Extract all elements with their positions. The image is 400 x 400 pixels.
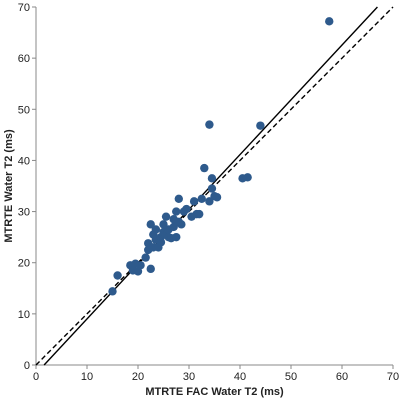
data-point [156,238,166,247]
data-point [189,197,199,206]
data-point [113,271,122,280]
y-tick-label: 50 [18,104,30,116]
data-point [325,17,334,26]
x-tick-label: 30 [183,371,195,383]
y-tick-label: 20 [18,258,30,270]
data-point [108,287,117,296]
plot-area [35,7,393,366]
data-point [182,204,191,214]
x-axis-ticks: 0 10 20 30 40 50 60 70 [33,365,399,383]
data-point [169,222,178,232]
data-point [200,163,209,173]
x-axis-title: MTRTE FAC Water T2 (ms) [145,386,284,398]
y-axis-title: MTRTE Water T2 (ms) [3,129,15,243]
y-tick-label: 60 [18,53,30,65]
data-point [212,193,222,202]
data-point [136,261,145,270]
data-point [141,253,150,262]
data-point [161,212,171,221]
x-tick-label: 60 [336,371,348,383]
data-point [205,197,214,206]
data-point [146,264,155,274]
y-tick-label: 0 [24,360,30,372]
data-point [174,194,183,203]
x-tick-label: 0 [33,371,39,383]
data-point [205,120,214,129]
data-point [172,207,181,216]
y-tick-label: 30 [18,207,30,219]
data-point [195,209,204,219]
y-axis-ticks: 0 10 20 30 40 50 60 70 [18,2,36,372]
data-point [197,194,206,203]
data-point [172,232,181,242]
x-tick-label: 20 [132,371,144,383]
y-tick-label: 40 [18,155,30,167]
data-point [151,225,161,234]
data-point [243,173,252,182]
data-point [177,220,186,229]
data-point [146,220,155,229]
x-tick-label: 10 [81,371,93,383]
data-point [159,220,168,229]
x-tick-label: 50 [285,371,297,383]
data-point [207,184,217,193]
data-point [256,121,265,130]
x-tick-label: 70 [387,371,399,383]
data-points [108,17,334,296]
y-tick-label: 10 [18,309,30,321]
y-tick-label: 70 [18,2,30,14]
data-point [207,174,217,183]
x-tick-label: 40 [234,371,246,383]
